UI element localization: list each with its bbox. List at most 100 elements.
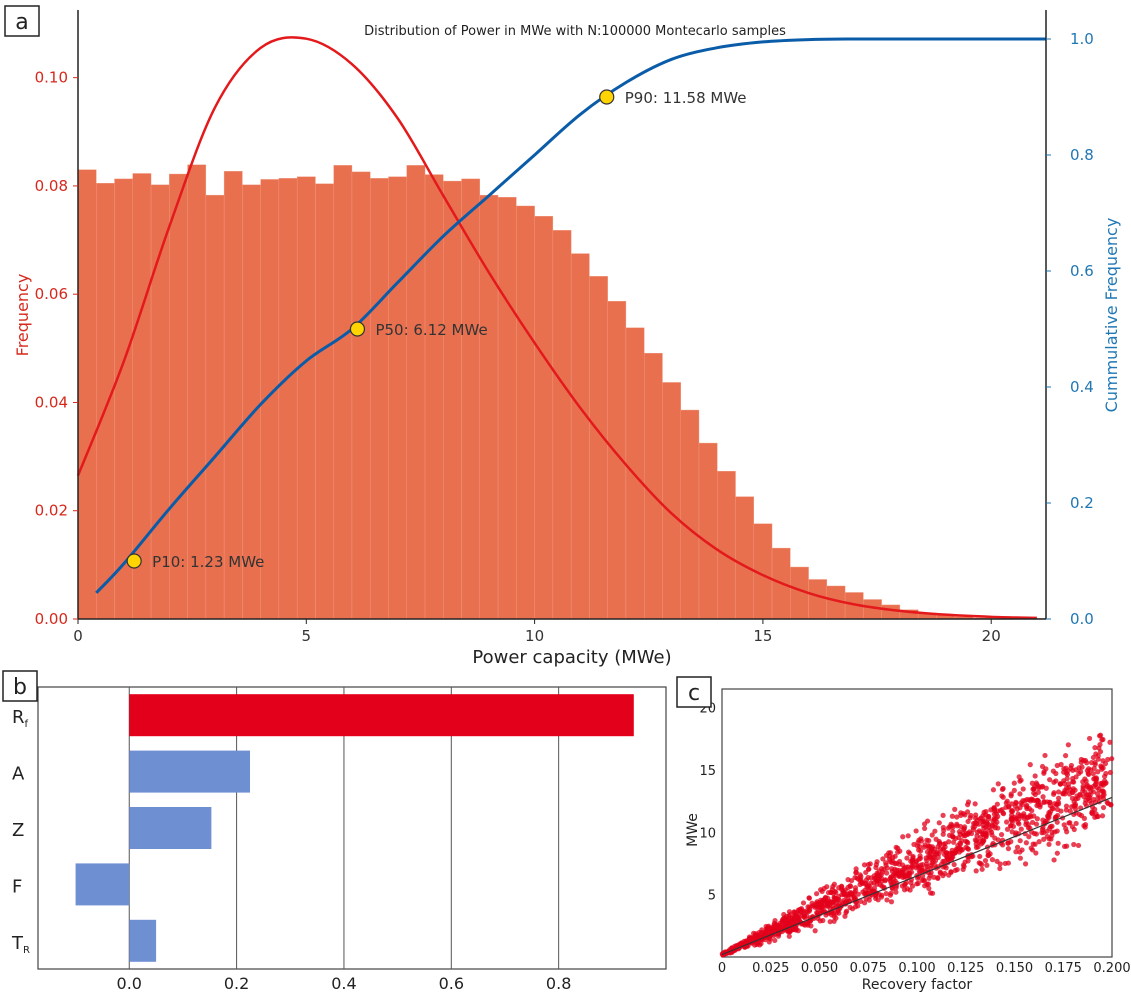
scatter-point bbox=[848, 890, 854, 896]
scatter-point bbox=[880, 856, 886, 862]
scatter-point bbox=[866, 897, 872, 903]
scatter-point bbox=[806, 895, 812, 901]
scatter-point bbox=[946, 839, 952, 845]
scatter-point bbox=[883, 860, 889, 866]
scatter-point bbox=[1053, 778, 1059, 784]
scatter-point bbox=[983, 808, 989, 815]
scatter-point bbox=[852, 874, 858, 881]
scatter-point bbox=[957, 841, 964, 847]
scatter-point bbox=[1107, 769, 1113, 776]
scatter-point bbox=[957, 823, 964, 830]
scatter-point bbox=[887, 892, 893, 898]
scatter-point bbox=[766, 939, 772, 945]
scatter-point bbox=[820, 917, 826, 924]
scatter-point bbox=[926, 853, 932, 859]
scatter-point bbox=[1041, 836, 1047, 842]
scatter-point bbox=[753, 932, 759, 938]
y-tick-label: 5 bbox=[708, 889, 716, 904]
scatter-point bbox=[935, 874, 941, 881]
histogram-bar bbox=[296, 176, 316, 620]
scatter-point bbox=[970, 824, 976, 830]
scatter-point bbox=[789, 920, 795, 926]
scatter-point bbox=[921, 877, 927, 883]
scatter-point bbox=[1069, 804, 1075, 810]
scatter-point bbox=[1017, 855, 1023, 861]
histogram-bar bbox=[589, 276, 608, 620]
scatter-point bbox=[1102, 761, 1109, 767]
scatter-point bbox=[1091, 765, 1097, 771]
scatter-point bbox=[1063, 765, 1069, 771]
scatter-point bbox=[1039, 784, 1045, 790]
y-tick-label: 10 bbox=[699, 826, 716, 841]
scatter-point bbox=[950, 839, 957, 845]
scatter-point bbox=[772, 937, 778, 944]
scatter-point bbox=[1055, 840, 1061, 846]
scatter-point bbox=[895, 845, 901, 851]
scatter-point bbox=[968, 830, 975, 837]
scatter-point bbox=[800, 900, 807, 906]
histogram-bar bbox=[132, 173, 152, 620]
panel-c-label-box bbox=[676, 676, 712, 708]
scatter-point bbox=[745, 938, 751, 945]
scatter-point bbox=[843, 908, 850, 914]
scatter-point bbox=[965, 799, 972, 805]
scatter-point bbox=[936, 820, 942, 826]
scatter-point bbox=[1035, 789, 1041, 795]
scatter-point bbox=[1080, 757, 1087, 764]
scatter-point bbox=[994, 801, 1000, 807]
x-tick-label: 0.025 bbox=[752, 961, 789, 976]
y-tick-label-right: 0.8 bbox=[1070, 146, 1094, 164]
scatter-point bbox=[797, 906, 803, 913]
scatter-point bbox=[901, 865, 907, 871]
scatter-point bbox=[1099, 813, 1106, 819]
scatter-point bbox=[827, 919, 833, 925]
scatter-point bbox=[1013, 849, 1019, 855]
scatter-point bbox=[972, 801, 978, 807]
scatter-point bbox=[1080, 788, 1086, 794]
scatter-point bbox=[1009, 807, 1015, 814]
scatter-point bbox=[1000, 842, 1006, 848]
scatter-point bbox=[1099, 737, 1105, 743]
scatter-point bbox=[1046, 836, 1052, 842]
x-tick-label: 0.175 bbox=[1045, 961, 1082, 976]
scatter-point bbox=[1073, 820, 1079, 827]
panel-a: P10: 1.23 MWe P50: 6.12 MWe P90: 11.58 MWe… bbox=[4, 5, 1121, 668]
scatter-point bbox=[977, 860, 984, 867]
scatter-point bbox=[909, 857, 916, 863]
y-axis-label-right: Cummulative Frequency bbox=[1102, 218, 1121, 413]
scatter-point bbox=[1101, 792, 1107, 798]
y-tick-label-right: 0.6 bbox=[1070, 262, 1094, 280]
category-labels-b: Rf A Z F TR bbox=[11, 707, 30, 956]
scatter-point bbox=[1011, 787, 1017, 794]
scatter-point bbox=[982, 857, 989, 864]
scatter-point bbox=[1021, 811, 1027, 817]
percentile-annotations: P10: 1.23 MWe P50: 6.12 MWe P90: 11.58 MWe bbox=[126, 89, 747, 571]
scatter-point bbox=[1021, 815, 1027, 821]
scatter-point bbox=[962, 859, 968, 865]
scatter-point bbox=[1033, 821, 1040, 827]
scatter-point bbox=[1013, 799, 1019, 805]
scatter-point bbox=[993, 815, 999, 821]
y-tick-label-right: 0.2 bbox=[1070, 494, 1094, 512]
scatter-point bbox=[952, 806, 958, 812]
scatter-point bbox=[1004, 826, 1011, 832]
scatter-point bbox=[931, 874, 937, 880]
x-axis-label-c: Recovery factor bbox=[862, 977, 973, 993]
scatter-point bbox=[876, 868, 882, 874]
scatter-point bbox=[904, 855, 910, 861]
scatter-point bbox=[922, 825, 928, 832]
scatter-point bbox=[786, 933, 792, 939]
scatter-point bbox=[1027, 762, 1033, 768]
scatter-point bbox=[949, 847, 955, 853]
y-tick-label-left: 0.00 bbox=[35, 610, 68, 628]
scatter-point bbox=[1040, 794, 1046, 800]
scatter-point bbox=[887, 850, 894, 856]
scatter-point bbox=[858, 873, 864, 880]
scatter-point bbox=[863, 880, 869, 887]
scatter-point bbox=[1051, 857, 1057, 863]
scatter-point bbox=[1023, 819, 1029, 825]
axis-ticks-a: 0 5 10 15 20 0.00 0.02 0.04 0.06 0.08 0.10 0.0 0.2 0.… bbox=[35, 30, 1094, 645]
scatter-point bbox=[1017, 791, 1023, 797]
scatter-points bbox=[719, 732, 1115, 958]
scatter-point bbox=[1020, 786, 1026, 792]
